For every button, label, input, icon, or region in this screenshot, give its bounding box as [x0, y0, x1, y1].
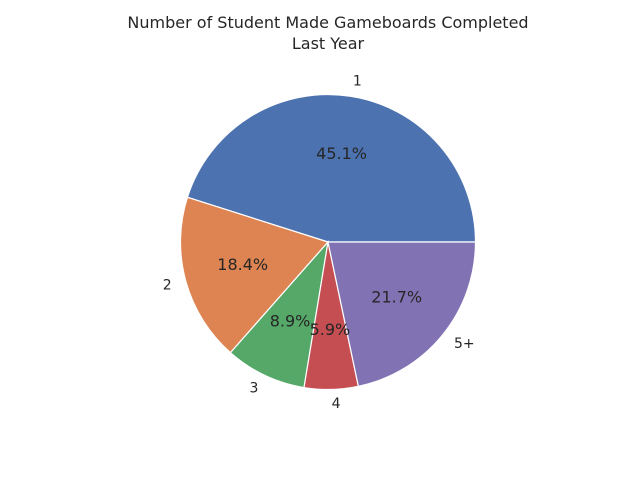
pie-category-labels: 1 2 3 4 5+: [163, 74, 475, 413]
pie-slice-1: [186, 93, 477, 243]
pie-slice-5plus: [327, 241, 477, 388]
chart-title-line-1: Number of Student Made Gameboards Comple…: [127, 13, 528, 32]
pie-percent-label-3: 8.9%: [270, 311, 311, 330]
pie-percent-label-5plus: 21.7%: [371, 287, 422, 306]
chart-title: Number of Student Made Gameboards Comple…: [127, 13, 528, 53]
pie-percent-labels: 45.1% 18.4% 8.9% 5.9% 21.7%: [217, 144, 422, 339]
pie-percent-label-2: 18.4%: [217, 255, 268, 274]
pie-category-label-2: 2: [163, 277, 172, 293]
pie-slice-3: [229, 240, 329, 389]
pie-percent-label-1: 45.1%: [316, 144, 367, 163]
chart-title-line-2: Last Year: [292, 34, 365, 53]
pie-category-label-5plus: 5+: [454, 336, 475, 352]
pie-percent-label-4: 5.9%: [310, 320, 351, 339]
pie-slice-2: [179, 196, 330, 354]
pie-category-label-3: 3: [250, 381, 259, 397]
pie-slices: [179, 93, 477, 391]
pie-category-label-4: 4: [332, 396, 341, 412]
pie-category-label-1: 1: [353, 74, 362, 90]
